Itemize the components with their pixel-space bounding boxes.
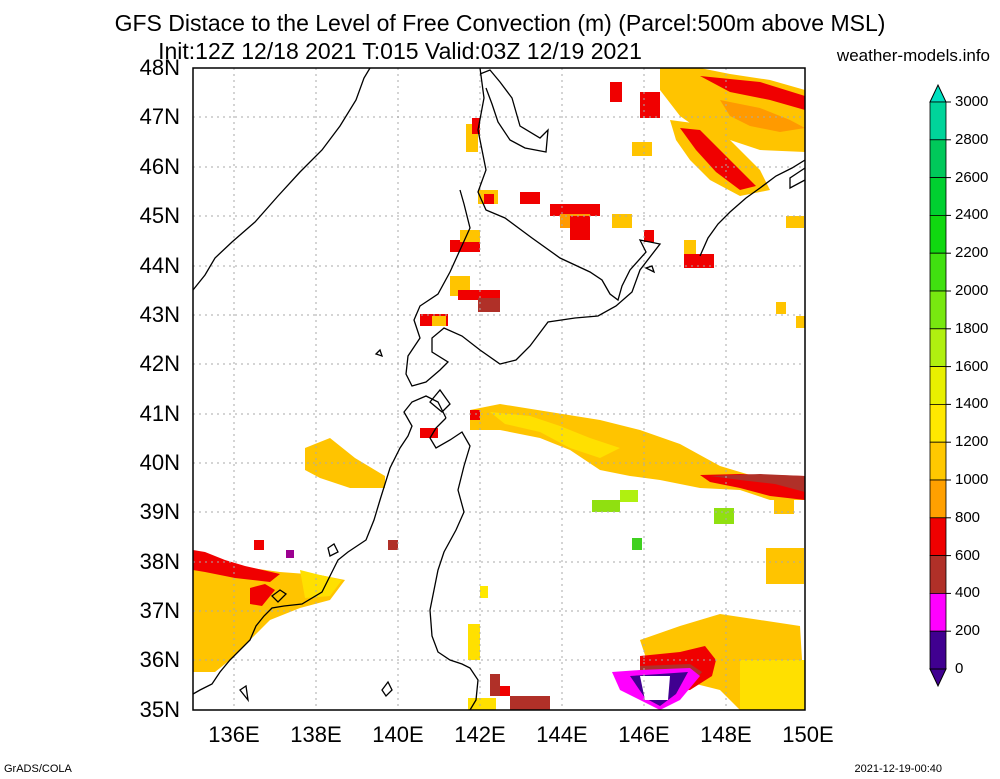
field-area <box>640 676 670 700</box>
colorbar-label: 1400 <box>955 395 989 412</box>
colorbar-label: 2200 <box>955 244 989 261</box>
lat-label: 44N <box>139 253 180 278</box>
colorbar-segment <box>929 214 947 254</box>
field-area <box>250 584 275 606</box>
lat-label: 45N <box>139 203 180 228</box>
colorbar <box>929 83 951 688</box>
colorbar-label: 2800 <box>955 131 989 148</box>
lat-label: 40N <box>139 450 180 475</box>
field-area <box>720 100 805 132</box>
field-area <box>490 412 620 458</box>
lat-label: 43N <box>139 302 180 327</box>
map-frame <box>192 67 806 711</box>
lon-label: 138E <box>290 722 342 747</box>
colorbar-bottom-arrow <box>929 668 947 688</box>
colorbar-segment <box>929 517 947 556</box>
colorbar-segment <box>929 177 947 216</box>
colorbar-label: 200 <box>955 622 981 639</box>
field-area <box>680 128 756 190</box>
lon-label: 142E <box>454 722 506 747</box>
map-subtitle: Init:12Z 12/18 2021 T:015 Valid:03Z 12/1… <box>158 38 642 64</box>
colorbar-segment <box>929 630 947 670</box>
colorbar-label: 400 <box>955 584 981 601</box>
field-shading <box>193 68 805 710</box>
graticule <box>193 68 805 710</box>
colorbar-label: 2600 <box>955 169 989 186</box>
lon-label: 144E <box>536 722 588 747</box>
lat-label: 36N <box>139 647 180 672</box>
colorbar-label: 2400 <box>955 206 989 223</box>
lat-label: 42N <box>139 351 180 376</box>
lon-label: 148E <box>700 722 752 747</box>
field-area <box>193 550 280 582</box>
colorbar-segment <box>929 366 947 405</box>
colorbar-label: 1800 <box>955 320 989 337</box>
colorbar-segment <box>929 139 947 179</box>
colorbar-segment <box>929 403 947 443</box>
lat-label: 48N <box>139 55 180 80</box>
lat-label: 39N <box>139 499 180 524</box>
colorbar-segment <box>929 328 947 367</box>
field-area <box>740 660 805 710</box>
colorbar-label: 3000 <box>955 93 989 110</box>
colorbar-label: 2000 <box>955 282 989 299</box>
colorbar-segment <box>929 479 947 519</box>
coastlines <box>193 68 805 710</box>
lon-label: 150E <box>782 722 834 747</box>
colorbar-segment <box>929 101 947 141</box>
lat-label: 41N <box>139 401 180 426</box>
map-title: GFS Distace to the Level of Free Convect… <box>114 10 886 36</box>
field-area <box>300 570 342 598</box>
field-area <box>700 76 805 110</box>
lon-label: 146E <box>618 722 670 747</box>
lat-label: 37N <box>139 598 180 623</box>
lat-label: 47N <box>139 104 180 129</box>
colorbar-label: 600 <box>955 547 981 564</box>
colorbar-label: 1000 <box>955 471 989 488</box>
colorbar-label: 800 <box>955 509 981 526</box>
lat-label: 38N <box>139 549 180 574</box>
colorbar-segment <box>929 593 947 632</box>
colorbar-label: 1200 <box>955 433 989 450</box>
colorbar-segment <box>929 441 947 481</box>
colorbar-top-arrow <box>929 83 947 103</box>
colorbar-segment <box>929 290 947 330</box>
footer-credit: GrADS/COLA <box>4 763 72 775</box>
lat-label: 46N <box>139 154 180 179</box>
lon-label: 140E <box>372 722 424 747</box>
colorbar-segment <box>929 555 947 594</box>
lat-label: 35N <box>139 697 180 722</box>
colorbar-label: 1600 <box>955 358 989 375</box>
colorbar-segment <box>929 252 947 292</box>
field-area <box>710 474 805 492</box>
footer-timestamp: 2021-12-19-00:40 <box>854 763 942 775</box>
colorbar-label: 0 <box>955 660 964 677</box>
lon-label: 136E <box>208 722 260 747</box>
site-credit: weather-models.info <box>836 46 990 65</box>
